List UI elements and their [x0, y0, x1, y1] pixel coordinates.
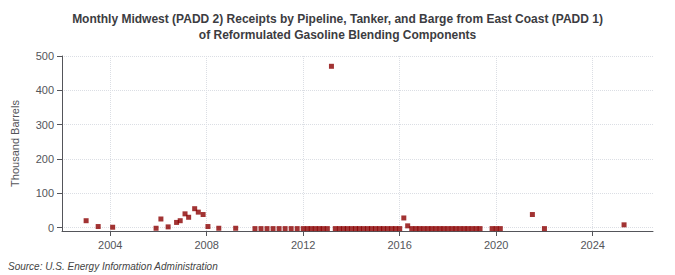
- svg-text:500: 500: [36, 50, 54, 62]
- svg-text:2020: 2020: [484, 239, 508, 251]
- svg-text:100: 100: [36, 187, 54, 199]
- svg-text:400: 400: [36, 84, 54, 96]
- svg-text:2024: 2024: [580, 239, 604, 251]
- svg-text:2004: 2004: [98, 239, 122, 251]
- svg-text:200: 200: [36, 153, 54, 165]
- svg-text:0: 0: [48, 222, 54, 234]
- svg-text:Monthly Midwest (PADD 2) Recei: Monthly Midwest (PADD 2) Receipts by Pip…: [72, 12, 603, 26]
- svg-text:2016: 2016: [387, 239, 411, 251]
- svg-text:2012: 2012: [291, 239, 315, 251]
- svg-text:300: 300: [36, 119, 54, 131]
- svg-text:Source: U.S. Energy Informatio: Source: U.S. Energy Information Administ…: [8, 261, 218, 272]
- svg-text:Thousand Barrels: Thousand Barrels: [9, 100, 21, 187]
- svg-text:2008: 2008: [194, 239, 218, 251]
- svg-text:of Reformulated Gasoline Blend: of Reformulated Gasoline Blending Compon…: [199, 28, 477, 42]
